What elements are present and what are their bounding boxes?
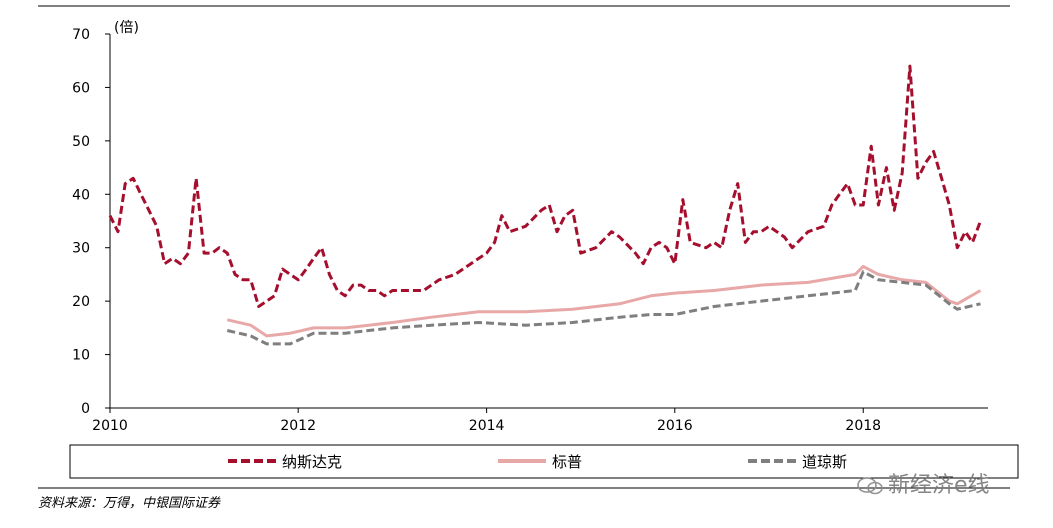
y-tick-label: 0 xyxy=(81,401,90,417)
y-tick-label: 50 xyxy=(72,134,90,150)
watermark: 新经济e线 xyxy=(856,467,990,499)
y-tick-label: 60 xyxy=(72,80,90,96)
y-tick-label: 30 xyxy=(72,241,90,257)
legend-label-2: 道琼斯 xyxy=(802,453,847,471)
source-note: 资料来源：万得，中银国际证券 xyxy=(38,496,221,511)
x-tick-label: 2014 xyxy=(469,418,505,434)
y-tick-label: 10 xyxy=(72,348,90,364)
wechat-icon xyxy=(857,477,883,495)
x-tick-label: 2010 xyxy=(92,418,128,434)
y-tick-label: 20 xyxy=(72,294,90,310)
x-tick-label: 2018 xyxy=(845,418,881,434)
series-line-0 xyxy=(108,64,982,308)
y-tick-label: 70 xyxy=(72,27,90,43)
series-line-2 xyxy=(226,270,981,346)
x-tick-label: 2012 xyxy=(280,418,316,434)
series-line-1 xyxy=(226,264,982,338)
legend-label-0: 纳斯达克 xyxy=(282,453,342,471)
y-unit-label: (倍) xyxy=(114,20,139,36)
y-tick-label: 40 xyxy=(72,187,90,203)
legend-label-1: 标普 xyxy=(552,453,582,471)
watermark-text: 新经济e线 xyxy=(888,473,990,498)
x-tick-label: 2016 xyxy=(657,418,693,434)
